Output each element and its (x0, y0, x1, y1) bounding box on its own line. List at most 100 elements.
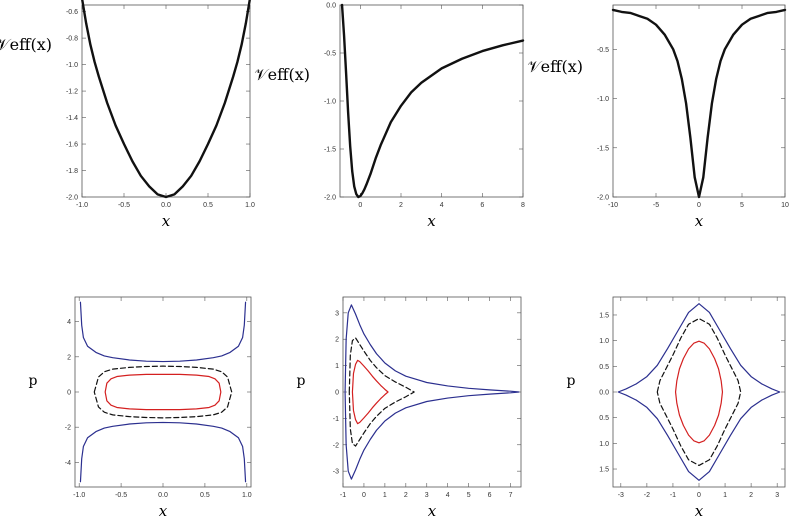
y-tick-label: 1 (335, 363, 339, 370)
series-line-3 (351, 359, 389, 425)
x-tick-label: 2 (749, 492, 753, 499)
y-tick-label: -4 (65, 460, 71, 467)
plot-frame (74, 296, 252, 488)
x-tick-label: 3 (775, 492, 779, 499)
y-tick-label: -3 (333, 469, 339, 476)
x-axis-label: x (162, 212, 171, 230)
x-tick-label: -1.0 (73, 492, 85, 499)
y-tick-label: -1.4 (66, 115, 78, 122)
series-line-1 (79, 301, 247, 363)
y-tick-label: -2.0 (66, 195, 78, 202)
x-tick-label: -5 (653, 202, 659, 209)
x-tick-label: 0.5 (203, 202, 213, 209)
plot-frame (612, 296, 786, 488)
series-line-1 (340, 3, 525, 199)
x-tick-label: -1 (670, 492, 676, 499)
series-line-1 (81, 0, 251, 199)
x-tick-label: 6 (488, 492, 492, 499)
x-axis-label: x (428, 502, 437, 517)
y-tick-label: 1.0 (599, 441, 609, 448)
y-axis-label: 𝒱eff(x) (254, 65, 310, 84)
x-tick-label: 2 (399, 202, 403, 209)
y-tick-label: -0.8 (66, 36, 78, 43)
x-axis-label: x (427, 212, 436, 230)
chart-panel-1: -1.0 -0.5 0.0 0.5 1.0 -2.0 -1.8 -1.6 -1.4 -1.2 -1.… (0, 0, 255, 230)
y-tick-label: 0.5 (599, 415, 609, 422)
y-tick-label: 0.5 (599, 364, 609, 371)
x-axis-label: x (695, 502, 704, 517)
x-tick-label: 7 (509, 492, 513, 499)
plot-frame (612, 4, 786, 198)
x-tick-label: -0.5 (118, 202, 130, 209)
x-tick-label: 4 (446, 492, 450, 499)
chart-panel-3: -10 -5 0 5 10 -2.0 -1.5 -1.0 -0.5 x 𝒱eff(x) (527, 4, 789, 230)
y-tick-label: -2.0 (324, 195, 336, 202)
y-tick-label: -0.5 (324, 51, 336, 58)
y-axis-label: 𝒱eff(x) (0, 35, 52, 54)
series-line-1 (617, 303, 781, 481)
y-tick-label: -1 (333, 416, 339, 423)
y-tick-label: -0.6 (66, 9, 78, 16)
series-line-1 (611, 8, 787, 199)
y-tick-label: -1.2 (66, 89, 78, 96)
series-line-4 (104, 373, 222, 411)
series-line-3 (93, 365, 233, 419)
series-line-3 (674, 340, 724, 444)
y-axis-label: p (297, 373, 306, 389)
y-tick-label: -1.8 (66, 168, 78, 175)
x-tick-label: -0.5 (115, 492, 127, 499)
y-tick-label: 0 (67, 390, 71, 397)
y-tick-label: -1.0 (597, 96, 609, 103)
y-tick-label: 0.0 (599, 390, 609, 397)
x-tick-label: 0 (697, 492, 701, 499)
y-tick-label: 1.0 (599, 338, 609, 345)
plot-frame (339, 4, 524, 198)
y-tick-label: -0.5 (597, 47, 609, 54)
y-tick-label: -1.0 (66, 62, 78, 69)
x-tick-label: 1.0 (245, 202, 255, 209)
y-axis-label: 𝒱eff(x) (527, 57, 583, 76)
x-tick-label: -3 (618, 492, 624, 499)
y-axis-label: p (29, 373, 38, 389)
y-tick-label: -2 (333, 442, 339, 449)
x-tick-label: 3 (425, 492, 429, 499)
chart-panel-4: -1.0 -0.5 0.0 0.5 1.0 -4 -2 0 2 4 x p (29, 296, 252, 517)
y-tick-label: 2 (67, 354, 71, 361)
y-tick-label: 3 (335, 310, 339, 317)
x-tick-label: -10 (608, 202, 618, 209)
x-axis-label: x (159, 502, 168, 517)
y-tick-label: 0.0 (326, 3, 336, 10)
x-tick-label: 8 (521, 202, 525, 209)
series-line-2 (348, 337, 415, 447)
x-tick-label: 6 (480, 202, 484, 209)
x-tick-label: -1.0 (76, 202, 88, 209)
x-tick-label: 0 (697, 202, 701, 209)
y-axis-label: p (567, 373, 576, 389)
series-line-2 (656, 317, 742, 467)
y-tick-label: 1.5 (599, 467, 609, 474)
chart-panel-2: 0 2 4 6 8 -2.0 -1.5 -1.0 -0.5 0.0 x 𝒱eff(x) (254, 3, 525, 231)
x-tick-label: 1.0 (242, 492, 252, 499)
x-tick-label: -2 (644, 492, 650, 499)
x-tick-label: 1 (723, 492, 727, 499)
x-axis-label: x (695, 212, 704, 230)
x-tick-label: 0 (362, 492, 366, 499)
series-line-2 (79, 421, 247, 483)
y-tick-label: -1.5 (324, 147, 336, 154)
series-line-1 (344, 304, 520, 480)
x-tick-label: 4 (440, 202, 444, 209)
x-tick-label: 0.0 (161, 202, 171, 209)
chart-panel-5: -1 0 1 2 3 4 5 6 7 -3 -2 -1 0 1 2 3 x p (297, 296, 522, 517)
y-tick-label: 4 (67, 319, 71, 326)
y-tick-label: -1.5 (597, 145, 609, 152)
x-tick-label: 1 (383, 492, 387, 499)
x-tick-label: 5 (467, 492, 471, 499)
chart-panel-6: -3 -2 -1 0 1 2 3 1.5 1.0 0.5 0.0 0.5 1.0 1.5 x p (567, 296, 786, 517)
plot-frame (342, 296, 522, 488)
y-tick-label: -1.6 (66, 142, 78, 149)
x-tick-label: 0 (358, 202, 362, 209)
y-tick-label: -1.0 (324, 99, 336, 106)
x-tick-label: 5 (740, 202, 744, 209)
x-tick-label: 0.5 (200, 492, 210, 499)
